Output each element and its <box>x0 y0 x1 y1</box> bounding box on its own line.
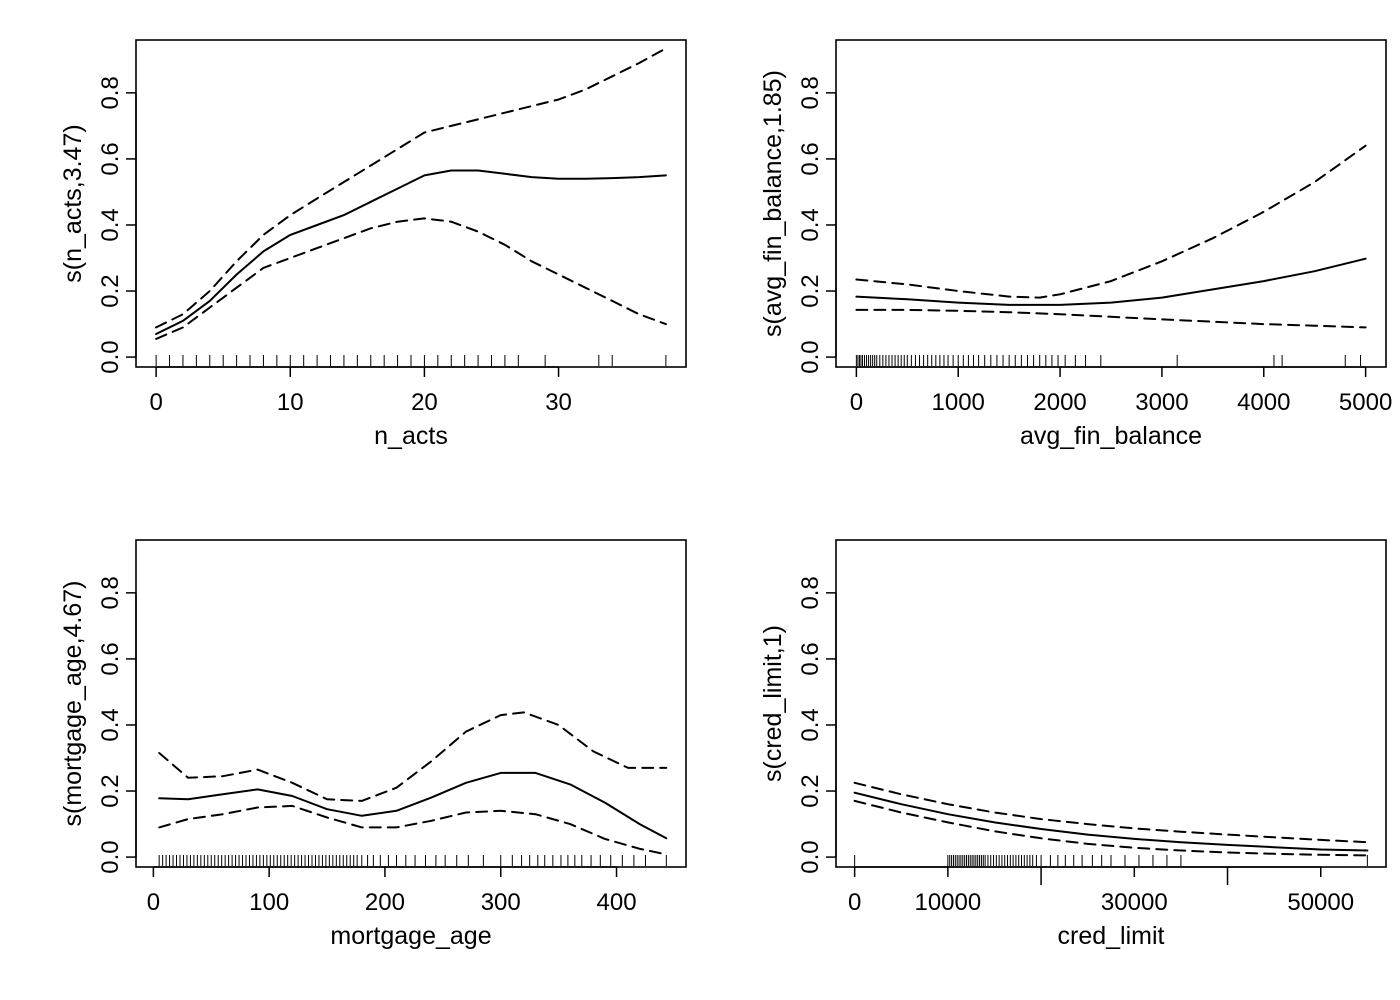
x-tick-label: 50000 <box>1287 889 1354 916</box>
rug-plot <box>854 855 1368 866</box>
x-axis-title: cred_limit <box>1058 922 1165 950</box>
y-axis-title: s(cred_limit,1) <box>759 625 787 782</box>
confidence-band-line <box>158 804 668 856</box>
confidence-band-line <box>855 144 1367 299</box>
y-tick-label: 0.0 <box>97 840 124 873</box>
y-axis-title: s(avg_fin_balance,1.85) <box>759 70 787 337</box>
x-tick-label: 0 <box>850 389 863 416</box>
y-tick-label: 0.6 <box>797 142 824 175</box>
x-tick-label: 4000 <box>1237 389 1290 416</box>
plot-frame <box>135 539 687 868</box>
plot-frame <box>835 39 1387 368</box>
smooth-estimate-line <box>158 771 668 840</box>
y-tick-label: 0.4 <box>797 208 824 241</box>
smooth-panel: 0 10 20 30 n_acts 0.0 0.2 0.4 0.6 0.8 s(n_acts,3.4… <box>59 39 687 450</box>
x-tick-label: 0 <box>848 889 861 916</box>
y-tick-label: 0.6 <box>797 642 824 675</box>
y-tick-label: 0.0 <box>97 340 124 373</box>
y-tick-label: 0.2 <box>797 274 824 307</box>
x-tick-label: 300 <box>481 889 521 916</box>
plot-frame <box>135 39 687 368</box>
x-tick-label: 10000 <box>914 889 981 916</box>
y-tick-label: 0.2 <box>97 774 124 807</box>
confidence-band-line <box>158 711 668 802</box>
y-tick-label: 0.4 <box>97 708 124 741</box>
smooth-panel: 0 1000 2000 3000 4000 5000 avg_fin_balance 0.0 0… <box>759 39 1392 450</box>
confidence-band-line <box>853 781 1369 844</box>
rug-plot <box>855 355 1362 366</box>
plot-frame <box>835 539 1387 868</box>
y-tick-label: 0.2 <box>97 274 124 307</box>
y-tick-label: 0.0 <box>797 340 824 373</box>
y-tick-label: 0.6 <box>97 142 124 175</box>
x-axis-title: avg_fin_balance <box>1020 422 1202 450</box>
smooth-estimate-line <box>155 169 667 335</box>
x-axis-title: n_acts <box>374 422 448 450</box>
x-tick-label: 1000 <box>932 389 985 416</box>
x-tick-label: 20 <box>411 389 438 416</box>
smooth-panel: 0 10000 30000 50000 cred_limit 0.0 0.2 0.4 0.6 0.… <box>759 539 1387 950</box>
y-tick-label: 0.8 <box>797 576 824 609</box>
x-tick-label: 0 <box>147 889 160 916</box>
y-tick-label: 0.4 <box>97 208 124 241</box>
x-tick-label: 400 <box>597 889 637 916</box>
x-tick-label: 100 <box>249 889 289 916</box>
y-tick-label: 0.2 <box>797 774 824 807</box>
confidence-band-line <box>155 217 667 340</box>
confidence-band-line <box>853 799 1369 857</box>
confidence-band-line <box>855 308 1367 329</box>
smooth-estimate-line <box>853 791 1369 852</box>
x-axis-title: mortgage_age <box>330 922 491 950</box>
y-axis-title: s(n_acts,3.47) <box>59 124 87 282</box>
x-tick-label: 2000 <box>1033 389 1086 416</box>
x-tick-label: 3000 <box>1135 389 1188 416</box>
y-tick-label: 0.6 <box>97 642 124 675</box>
x-tick-label: 200 <box>365 889 405 916</box>
y-tick-label: 0.8 <box>797 76 824 109</box>
y-tick-label: 0.8 <box>97 76 124 109</box>
y-tick-label: 0.0 <box>797 840 824 873</box>
x-tick-label: 10 <box>277 389 304 416</box>
x-tick-label: 30000 <box>1101 889 1168 916</box>
y-tick-label: 0.8 <box>97 576 124 609</box>
y-tick-label: 0.4 <box>797 708 824 741</box>
rug-plot <box>155 355 667 366</box>
x-tick-label: 0 <box>149 389 162 416</box>
confidence-band-line <box>155 47 667 329</box>
rug-plot <box>158 855 667 866</box>
x-tick-label: 30 <box>545 389 572 416</box>
x-tick-label: 5000 <box>1339 389 1392 416</box>
y-axis-title: s(mortgage_age,4.67) <box>59 581 87 827</box>
smooth-panel: 0 100 200 300 400 mortgage_age 0.0 0.2 0.4 0.6 0.8… <box>59 539 687 950</box>
smooth-estimate-line <box>855 257 1367 306</box>
